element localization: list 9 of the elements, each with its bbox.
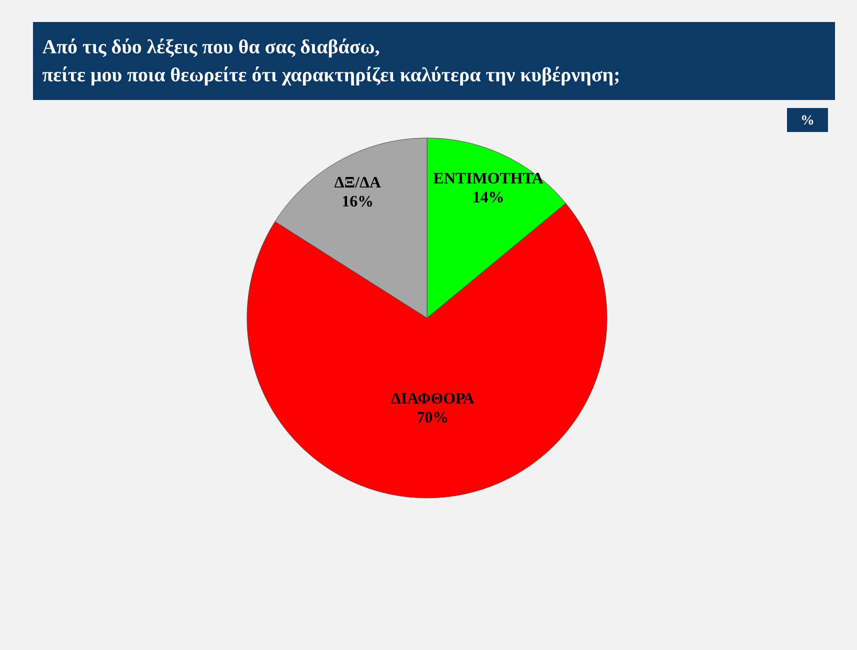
slice-label: ΔΙΑΦΘΟΡΑ bbox=[391, 392, 474, 404]
chart-title: Από τις δύο λέξεις που θα σας διαβάσω, bbox=[42, 38, 380, 58]
data-label: 14% bbox=[474, 192, 503, 203]
text: % bbox=[802, 115, 814, 125]
slice-label: ΔΞ/ΔΑ bbox=[334, 176, 381, 188]
data-label: 70% bbox=[418, 412, 448, 423]
slice-label: ΕΝΤΙΜΟΤΗΤΑ bbox=[434, 172, 544, 184]
data-label: 16% bbox=[342, 196, 372, 207]
chart-subtitle: πείτε μου ποια θεωρείτε ότι χαρακτηρίζει καλύτερα την κυβέρνηση; bbox=[42, 66, 619, 86]
